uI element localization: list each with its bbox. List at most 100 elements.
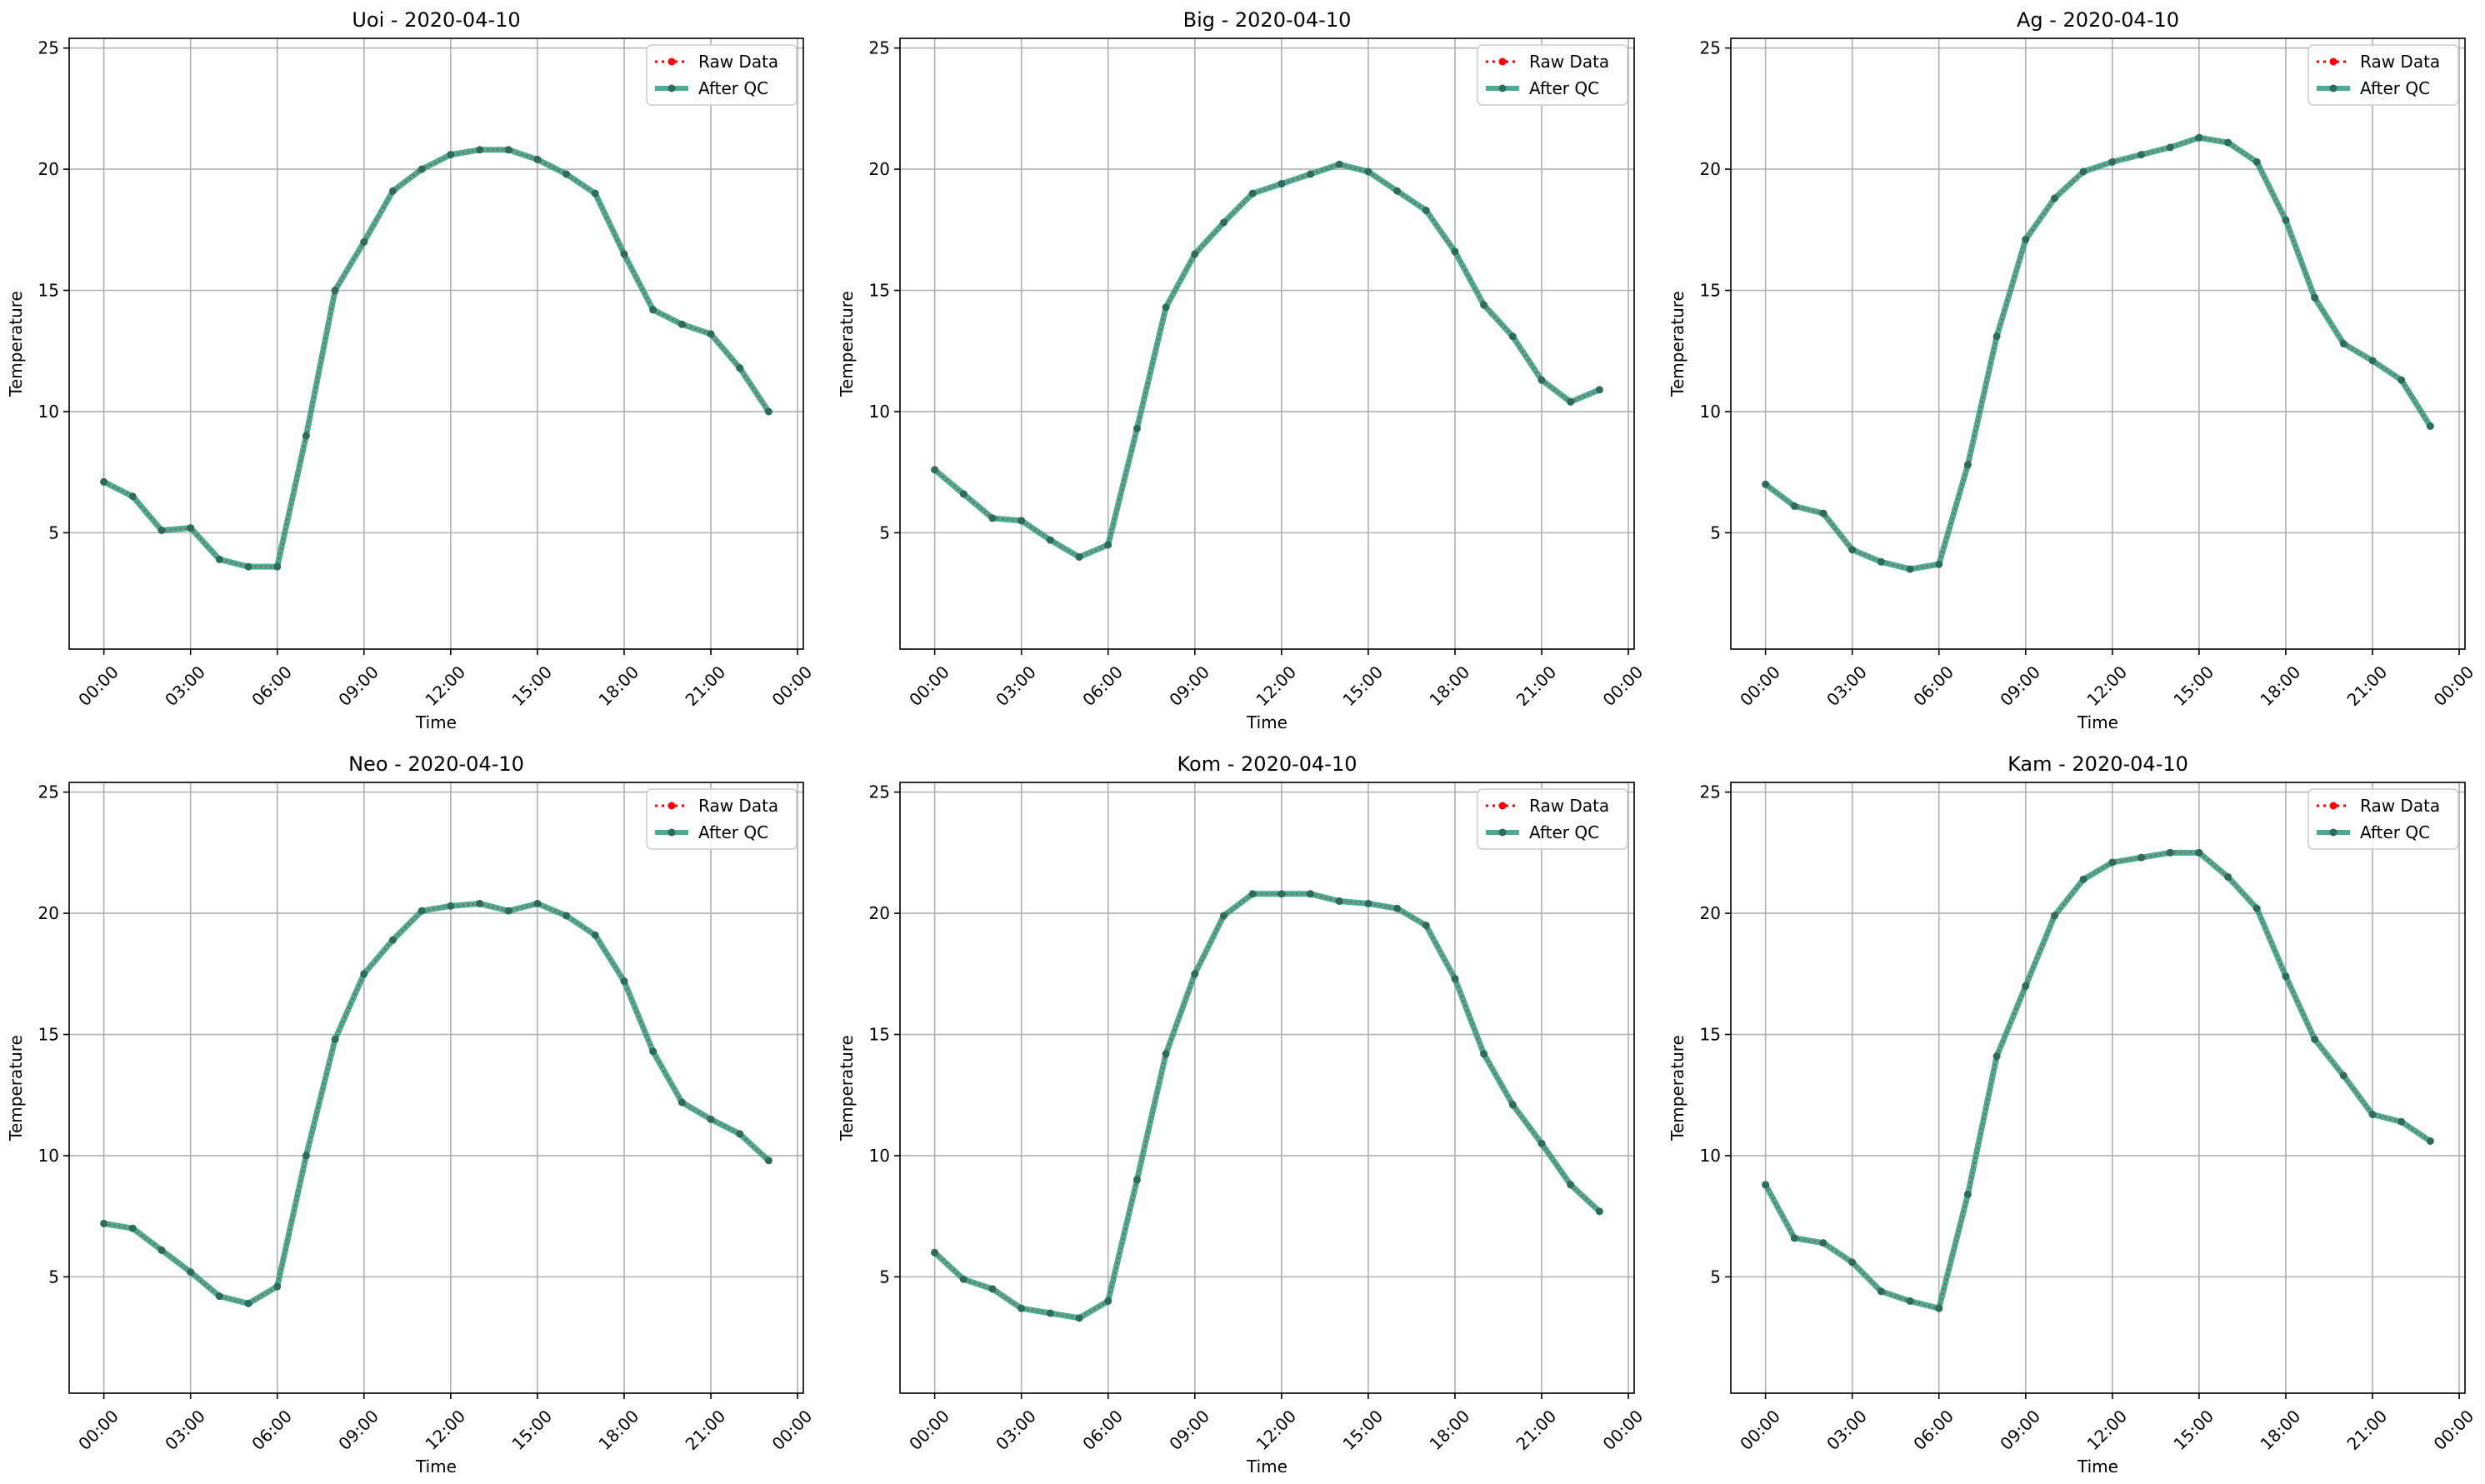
data-point-after-qc <box>418 165 426 173</box>
data-point-after-qc <box>2166 848 2174 857</box>
data-point-after-qc <box>158 1246 166 1254</box>
legend-marker-after-qc <box>1498 84 1507 92</box>
legend: Raw Data After QC <box>2308 44 2459 106</box>
data-point-after-qc <box>1191 970 1199 978</box>
x-tick-label: 00:00 <box>1736 662 1784 710</box>
data-point-after-qc <box>707 330 715 338</box>
data-point-after-qc <box>244 562 252 571</box>
subplot-6: 5 10 15 20 25 00:00 03:00 06:00 09:00 12:00 15:00 1… <box>1668 752 2478 1477</box>
x-tick-label: 09:00 <box>1165 1406 1213 1454</box>
x-tick-label: 09:00 <box>1165 662 1213 710</box>
data-point-after-qc <box>476 899 484 907</box>
axes-frame <box>1730 782 2466 1394</box>
x-tick-label: 00:00 <box>74 662 122 710</box>
series-line-raw-data <box>933 163 1600 558</box>
legend-label-raw-data: Raw Data <box>2360 796 2440 816</box>
data-point-after-qc <box>649 1047 658 1056</box>
data-point-after-qc <box>447 151 455 159</box>
y-axis-label: Temperature <box>1668 1035 1688 1142</box>
x-tick-label: 15:00 <box>508 1406 556 1454</box>
legend: Raw Data After QC <box>1477 788 1628 850</box>
data-point-after-qc <box>1393 187 1402 195</box>
x-tick-label: 09:00 <box>1996 1406 2044 1454</box>
data-point-after-qc <box>1104 1297 1112 1305</box>
data-point-after-qc <box>331 287 339 295</box>
data-point-after-qc <box>1422 922 1430 930</box>
series-line-raw-data <box>103 902 770 1305</box>
data-point-after-qc <box>2398 1117 2406 1126</box>
subplot-title: Kom - 2020-04-10 <box>1178 752 1358 776</box>
data-point-after-qc <box>2368 357 2377 365</box>
data-point-after-qc <box>2022 235 2030 243</box>
x-tick-label: 00:00 <box>905 1406 953 1454</box>
data-point-after-qc <box>591 189 599 197</box>
y-tick-label: 5 <box>1710 1267 1721 1287</box>
subplot-5: 5 10 15 20 25 00:00 03:00 06:00 09:00 12:00 15:00 1… <box>837 752 1647 1477</box>
x-tick-label: 18:00 <box>2257 662 2305 710</box>
legend-marker-raw-data <box>2329 802 2338 810</box>
axes-frame <box>899 782 1635 1394</box>
y-tick-label: 10 <box>38 1146 59 1166</box>
x-tick-label: 06:00 <box>248 662 296 710</box>
x-tick-label: 12:00 <box>421 1406 469 1454</box>
data-point-after-qc <box>2224 138 2232 147</box>
x-tick-label: 06:00 <box>248 1406 296 1454</box>
data-point-after-qc <box>128 1224 137 1232</box>
data-point-after-qc <box>649 306 658 314</box>
x-axis-label: Time <box>2077 712 2118 732</box>
x-tick-label: 06:00 <box>1909 1406 1958 1454</box>
data-point-after-qc <box>620 977 628 986</box>
data-point-after-qc <box>1848 1258 1857 1267</box>
series-line-after-qc <box>101 147 772 570</box>
x-tick-label: 00:00 <box>768 1406 817 1454</box>
data-point-after-qc <box>447 902 455 910</box>
data-point-after-qc <box>476 146 484 154</box>
legend-label-raw-data: Raw Data <box>698 52 778 72</box>
x-tick-label: 06:00 <box>1078 1406 1127 1454</box>
y-tick-label: 15 <box>1700 281 1721 301</box>
y-tick-label: 10 <box>869 402 890 422</box>
data-point-after-qc <box>1219 218 1228 227</box>
data-point-after-qc <box>1819 509 1828 517</box>
data-point-after-qc <box>1104 541 1112 549</box>
data-point-after-qc <box>1480 1050 1488 1058</box>
subplot-3: 5 10 15 20 25 00:00 03:00 06:00 09:00 12:00 15:00 1… <box>1668 8 2478 732</box>
y-tick-label: 10 <box>869 1146 890 1166</box>
data-point-after-qc <box>1046 1309 1054 1317</box>
data-point-after-qc <box>1508 332 1517 341</box>
y-tick-label: 5 <box>879 522 890 542</box>
series-line-after-qc <box>101 900 772 1307</box>
subplot-title: Neo - 2020-04-10 <box>348 752 524 776</box>
data-point-after-qc <box>360 237 368 246</box>
data-point-after-qc <box>1538 376 1546 384</box>
data-point-after-qc <box>2138 853 2146 862</box>
data-point-after-qc <box>100 1219 108 1227</box>
data-point-after-qc <box>1595 386 1603 394</box>
data-point-after-qc <box>562 170 571 178</box>
legend-label-after-qc: After QC <box>1529 78 1599 98</box>
data-point-after-qc <box>2195 848 2203 857</box>
data-point-after-qc <box>1935 560 1943 568</box>
data-point-after-qc <box>959 1275 968 1283</box>
data-point-after-qc <box>620 250 628 258</box>
data-point-after-qc <box>1762 1181 1770 1189</box>
y-axis-label: Temperature <box>6 291 26 397</box>
data-point-after-qc <box>1046 536 1054 544</box>
legend-marker-after-qc <box>668 84 676 92</box>
x-tick-label: 15:00 <box>1338 1406 1387 1454</box>
series-line-after-qc <box>1762 134 2433 572</box>
x-axis-label: Time <box>415 712 457 732</box>
x-tick-label: 15:00 <box>2169 1406 2218 1454</box>
x-tick-label: 21:00 <box>1512 662 1561 710</box>
data-point-after-qc <box>533 155 542 163</box>
data-point-after-qc <box>1335 160 1343 168</box>
x-tick-label: 00:00 <box>2430 1406 2478 1454</box>
axes-frame <box>899 37 1635 650</box>
x-tick-label: 18:00 <box>595 662 643 710</box>
data-point-after-qc <box>678 320 686 328</box>
x-axis-label: Time <box>1246 712 1288 732</box>
data-point-after-qc <box>1935 1304 1943 1312</box>
data-point-after-qc <box>1508 1101 1517 1109</box>
data-point-after-qc <box>1307 890 1315 898</box>
y-tick-label: 25 <box>38 38 59 58</box>
